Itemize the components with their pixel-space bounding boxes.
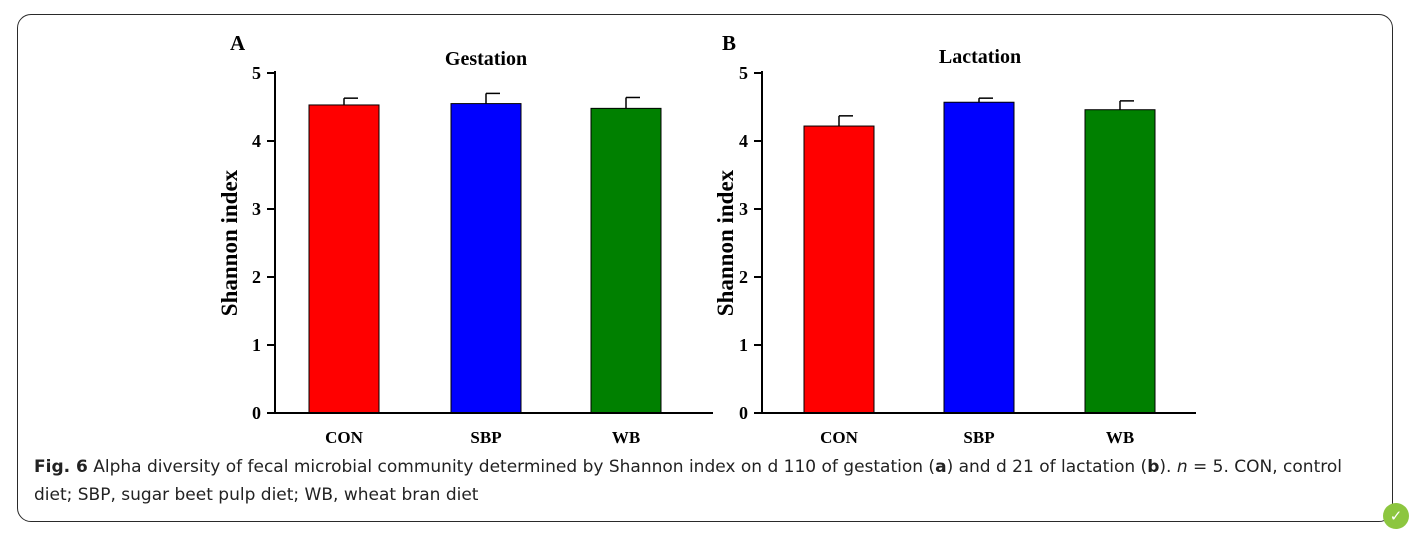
chart-title: Lactation [939,46,1021,68]
checkmark-leaf-icon[interactable]: ✓ [1383,503,1409,529]
y-tick-label: 2 [252,267,261,287]
caption-text-1: Alpha diversity of fecal microbial commu… [87,457,936,477]
y-axis-label: Shannon index [713,169,738,316]
panel-label: B [722,31,736,55]
caption-text-4: = 5. CON, control diet; SBP, sugar beet … [34,457,1342,505]
y-tick-label: 2 [739,267,748,287]
bar-sbp [450,103,522,414]
caption-text-2: ) and d 21 of lactation ( [946,457,1148,477]
bar-wb [590,107,662,414]
panel-a: A Gestation Shannon index CON SBP WB 0 1 2 3 4 5 [217,31,713,447]
bar-wb [1084,109,1156,414]
figure-panels: A Gestation Shannon index CON SBP WB 0 1 2 3 4 5 B L… [217,31,1196,447]
x-tick-label: WB [1106,428,1134,447]
bar-con [803,125,875,414]
chart-title: Gestation [445,48,527,70]
figure-caption: Fig. 6 Alpha diversity of fecal microbia… [34,453,1384,509]
bar-con [308,104,380,414]
caption-label: Fig. 6 [34,457,88,477]
caption-ref-b: b [1147,457,1160,477]
panel-label: A [230,31,246,55]
y-tick-label: 0 [252,403,261,423]
panel-b: B Lactation Shannon index CON SBP WB 0 1 2 3 4 5 [713,31,1196,447]
x-tick-label: SBP [963,428,994,447]
x-tick-label: SBP [470,428,501,447]
caption-text-3: ). [1159,457,1177,477]
y-tick-label: 4 [739,131,748,151]
bar-sbp [943,101,1015,414]
y-tick-label: 5 [739,63,748,83]
y-tick-label: 0 [739,403,748,423]
y-tick-label: 1 [739,335,748,355]
figure-frame [17,14,1393,522]
x-tick-label: CON [820,428,859,447]
x-tick-label: CON [325,428,364,447]
y-tick-label: 5 [252,63,261,83]
y-tick-label: 1 [252,335,261,355]
y-tick-label: 4 [252,131,261,151]
x-tick-label: WB [612,428,640,447]
y-tick-label: 3 [739,199,748,219]
caption-n-symbol: n [1176,457,1188,477]
caption-ref-a: a [935,457,947,477]
y-axis-label: Shannon index [217,169,242,316]
y-tick-label: 3 [252,199,261,219]
